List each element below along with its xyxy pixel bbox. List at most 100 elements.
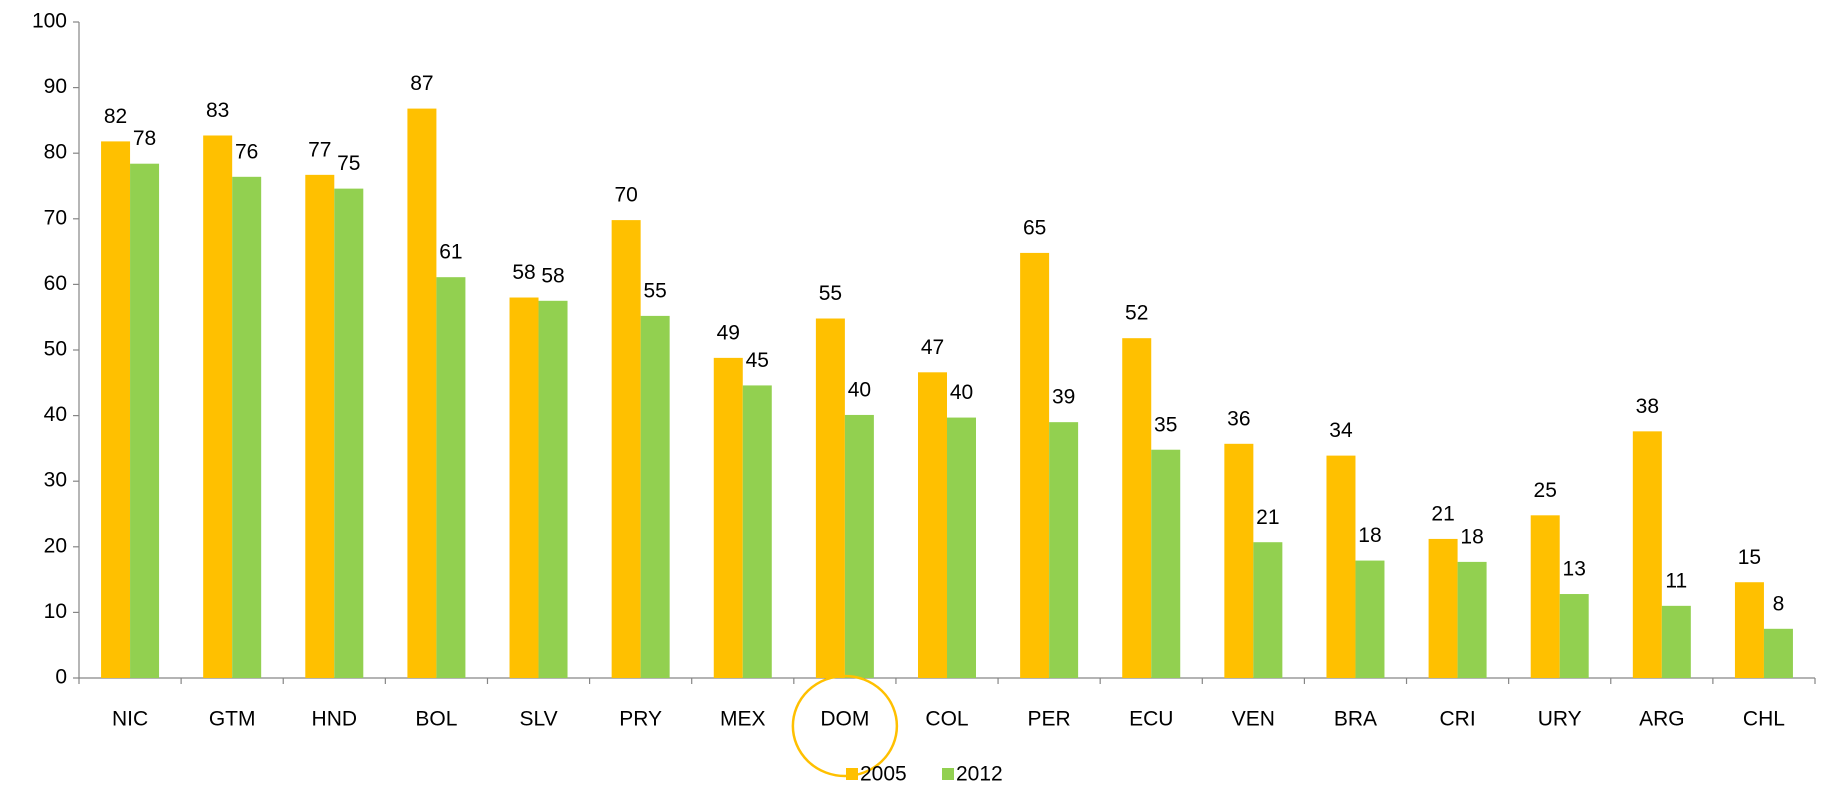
bar bbox=[713, 357, 743, 678]
data-label: 87 bbox=[410, 72, 433, 95]
x-tick-label: ARG bbox=[1639, 708, 1685, 731]
bar bbox=[1049, 422, 1079, 678]
y-tick-label: 20 bbox=[44, 534, 67, 557]
data-label: 77 bbox=[308, 138, 331, 161]
data-label: 55 bbox=[819, 282, 842, 305]
legend-label: 2012 bbox=[956, 763, 1003, 786]
bar bbox=[1122, 338, 1152, 678]
data-label: 15 bbox=[1738, 546, 1761, 569]
data-label: 49 bbox=[717, 321, 740, 344]
data-label: 76 bbox=[235, 140, 258, 163]
y-tick-label: 60 bbox=[44, 272, 67, 295]
bar bbox=[101, 141, 131, 679]
bar bbox=[1530, 515, 1560, 678]
x-tick-label: CRI bbox=[1440, 708, 1476, 731]
legend-swatch bbox=[846, 768, 858, 780]
x-tick-label: GTM bbox=[209, 708, 256, 731]
bar bbox=[844, 414, 874, 678]
bar bbox=[232, 176, 262, 679]
bar bbox=[1020, 252, 1050, 679]
bar bbox=[1457, 561, 1487, 678]
data-label: 75 bbox=[337, 152, 360, 175]
data-label: 34 bbox=[1329, 419, 1353, 442]
bar bbox=[918, 372, 947, 678]
y-tick-label: 10 bbox=[44, 600, 67, 623]
bar bbox=[305, 174, 335, 678]
data-label: 82 bbox=[104, 105, 127, 128]
y-tick-label: 80 bbox=[44, 141, 67, 164]
bar bbox=[640, 315, 670, 678]
x-tick-label: SLV bbox=[519, 708, 557, 731]
x-tick-label: HND bbox=[312, 708, 358, 731]
bar bbox=[1734, 582, 1764, 678]
bar bbox=[742, 385, 772, 678]
legend-swatch bbox=[942, 768, 954, 780]
bar bbox=[407, 108, 437, 679]
bar bbox=[334, 188, 364, 678]
x-tick-label: DOM bbox=[820, 708, 869, 731]
x-tick-label: CHL bbox=[1743, 708, 1785, 731]
bar bbox=[1355, 560, 1385, 678]
data-label: 47 bbox=[921, 336, 944, 359]
data-label: 45 bbox=[746, 349, 769, 372]
data-label: 70 bbox=[614, 184, 637, 207]
y-tick-label: 90 bbox=[44, 75, 67, 98]
data-label: 21 bbox=[1256, 506, 1279, 529]
data-label: 11 bbox=[1665, 569, 1687, 592]
bar bbox=[947, 417, 976, 678]
data-label: 13 bbox=[1563, 558, 1586, 581]
bar bbox=[1253, 542, 1283, 678]
bar bbox=[815, 318, 845, 678]
bar bbox=[1632, 431, 1662, 678]
data-label: 35 bbox=[1154, 413, 1177, 436]
data-label: 39 bbox=[1052, 386, 1075, 409]
bar bbox=[611, 220, 641, 678]
x-tick-label: BRA bbox=[1334, 708, 1377, 731]
y-tick-label: 50 bbox=[44, 338, 67, 361]
data-label: 52 bbox=[1125, 302, 1148, 325]
x-tick-label: PRY bbox=[619, 708, 662, 731]
y-tick-label: 100 bbox=[32, 10, 67, 33]
bar bbox=[1428, 538, 1458, 678]
data-label: 40 bbox=[950, 381, 973, 404]
y-tick-label: 30 bbox=[44, 469, 67, 492]
data-label: 58 bbox=[541, 264, 564, 287]
data-label: 83 bbox=[206, 99, 229, 122]
y-tick-label: 0 bbox=[55, 666, 67, 689]
y-tick-label: 70 bbox=[44, 206, 67, 229]
data-label: 78 bbox=[133, 127, 156, 150]
bar bbox=[436, 277, 466, 678]
data-label: 55 bbox=[643, 279, 666, 302]
data-label: 38 bbox=[1636, 395, 1659, 418]
data-label: 65 bbox=[1023, 216, 1046, 239]
x-tick-label: VEN bbox=[1232, 708, 1275, 731]
bar bbox=[538, 300, 568, 678]
x-tick-label: BOL bbox=[415, 708, 457, 731]
bar bbox=[1326, 455, 1356, 678]
x-tick-label: URY bbox=[1538, 708, 1582, 731]
x-tick-label: NIC bbox=[112, 708, 148, 731]
data-label: 8 bbox=[1773, 592, 1785, 615]
x-tick-label: COL bbox=[925, 708, 968, 731]
bar bbox=[130, 163, 160, 679]
x-tick-label: ECU bbox=[1129, 708, 1173, 731]
bar bbox=[1224, 443, 1254, 678]
bar bbox=[1763, 628, 1793, 678]
data-label: 18 bbox=[1358, 524, 1381, 547]
highlight-circle bbox=[791, 674, 899, 778]
data-label: 61 bbox=[439, 241, 462, 264]
data-label: 36 bbox=[1227, 407, 1250, 430]
bar bbox=[509, 297, 539, 678]
bar bbox=[1559, 594, 1589, 678]
legend-label: 2005 bbox=[860, 763, 907, 786]
x-tick-label: PER bbox=[1028, 708, 1071, 731]
data-label: 58 bbox=[512, 261, 535, 284]
bar bbox=[203, 135, 233, 678]
bar bbox=[1151, 449, 1181, 678]
data-label: 25 bbox=[1534, 479, 1557, 502]
data-label: 40 bbox=[848, 378, 871, 401]
y-tick-label: 40 bbox=[44, 403, 67, 426]
data-label: 21 bbox=[1431, 502, 1454, 525]
bar bbox=[1661, 605, 1691, 678]
